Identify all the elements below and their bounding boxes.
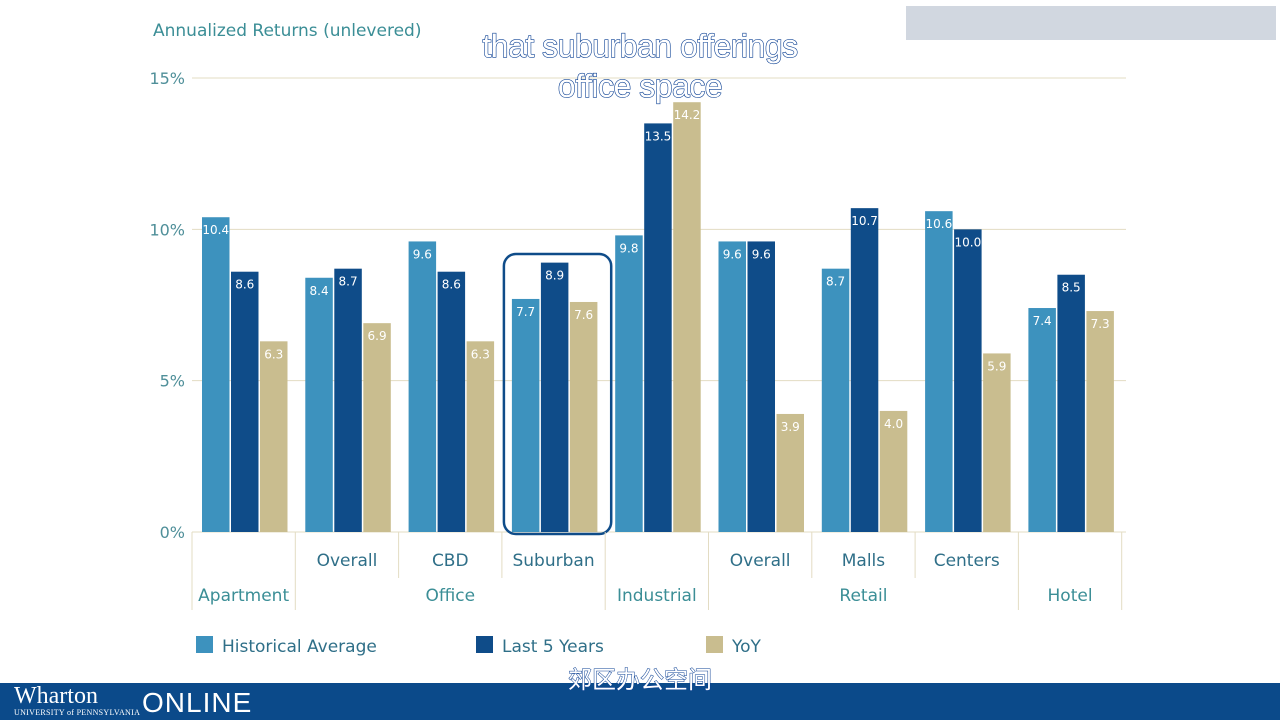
data-label: 3.9 xyxy=(781,420,800,434)
legend-label: Last 5 Years xyxy=(502,637,604,657)
data-label: 8.6 xyxy=(442,278,461,292)
category-label: CBD xyxy=(432,551,469,571)
bar xyxy=(776,413,804,532)
legend-label: Historical Average xyxy=(222,637,377,657)
bar xyxy=(954,229,982,533)
data-label: 8.5 xyxy=(1062,281,1081,295)
highlight-box xyxy=(502,252,613,536)
bar xyxy=(925,211,953,532)
y-axis-ticks: 0% 5% 10% 15% xyxy=(149,69,185,542)
category-label: Overall xyxy=(730,551,791,571)
bar xyxy=(983,353,1011,532)
category-label: Suburban xyxy=(512,551,594,571)
bar xyxy=(408,241,437,532)
subtitle-chinese: 郊区办公空间 xyxy=(568,666,713,695)
y-tick-label: 15% xyxy=(149,69,185,88)
legend-swatch xyxy=(196,636,213,653)
bar xyxy=(202,217,230,532)
data-label: 6.3 xyxy=(471,347,490,361)
group-label: Industrial xyxy=(617,586,697,606)
data-label: 10.7 xyxy=(851,214,878,228)
data-label: 10.6 xyxy=(925,217,952,231)
data-label: 13.5 xyxy=(645,129,672,143)
bar xyxy=(511,298,540,532)
subtitle-line-2: office space xyxy=(557,67,723,104)
legend-swatch xyxy=(706,636,723,653)
y-tick-label: 10% xyxy=(149,220,185,239)
data-label: 10.4 xyxy=(202,223,229,237)
legend: Historical Average Last 5 Years YoY xyxy=(196,636,762,657)
bar xyxy=(673,102,701,533)
data-label: 8.9 xyxy=(545,269,564,283)
bar xyxy=(879,410,908,532)
footer-bar: Wharton UNIVERSITY of PENNSYLVANIA ONLIN… xyxy=(0,683,1280,720)
bar xyxy=(1028,308,1056,532)
bar xyxy=(437,271,466,532)
data-label: 8.7 xyxy=(826,275,845,289)
legend-label: YoY xyxy=(731,637,762,657)
watermark-overlay xyxy=(906,6,1276,40)
group-label: Apartment xyxy=(198,586,289,606)
data-label: 6.9 xyxy=(368,329,387,343)
category-label: Centers xyxy=(934,551,1000,571)
data-label: 9.6 xyxy=(413,247,432,261)
bar-chart: Annualized Returns (unlevered) 0% 5% 10% 15… xyxy=(149,21,1126,657)
group-label: Office xyxy=(425,586,475,606)
data-label: 7.7 xyxy=(516,305,535,319)
y-tick-label: 0% xyxy=(160,523,185,542)
data-label: 14.2 xyxy=(674,108,701,122)
bar xyxy=(260,341,288,532)
chart-title: Annualized Returns (unlevered) xyxy=(153,21,421,41)
bars xyxy=(202,102,1114,536)
bar xyxy=(850,208,879,532)
bar xyxy=(540,262,569,532)
data-label: 7.6 xyxy=(574,308,593,322)
bar xyxy=(644,123,672,533)
bar xyxy=(334,268,362,532)
bar xyxy=(747,241,775,532)
bar xyxy=(1086,311,1114,532)
bar xyxy=(718,241,746,532)
group-label: Hotel xyxy=(1048,586,1093,606)
wharton-logo: Wharton xyxy=(14,683,98,709)
data-label: 9.6 xyxy=(723,247,742,261)
bar xyxy=(305,277,333,532)
category-label: Malls xyxy=(842,551,886,571)
x-axis-categories: Apartment Office Industrial Retail Hotel Over… xyxy=(191,532,1123,610)
online-wordmark: ONLINE xyxy=(142,687,253,718)
data-label: 7.3 xyxy=(1091,317,1110,331)
data-label: 6.3 xyxy=(264,347,283,361)
bar xyxy=(821,268,850,532)
subtitle-line-1: that suburban offerings xyxy=(482,27,799,64)
data-label: 9.8 xyxy=(619,241,638,255)
bar xyxy=(569,301,598,532)
y-tick-label: 5% xyxy=(160,372,185,391)
bar xyxy=(363,323,391,532)
bar xyxy=(231,271,259,532)
data-labels: 10.4 8.6 6.3 8.4 8.7 6.9 9.6 8.6 6.3 7.7 8.9 7.6 9.8… xyxy=(202,108,1109,434)
data-label: 8.7 xyxy=(339,275,358,289)
data-label: 10.0 xyxy=(954,235,981,249)
data-label: 8.4 xyxy=(310,284,329,298)
bar xyxy=(615,235,643,533)
data-label: 9.6 xyxy=(752,247,771,261)
bar xyxy=(466,341,495,532)
bar xyxy=(1057,274,1085,532)
data-label: 7.4 xyxy=(1033,314,1052,328)
data-label: 5.9 xyxy=(987,359,1006,373)
group-label: Retail xyxy=(839,586,887,606)
wharton-logo-subtitle: UNIVERSITY of PENNSYLVANIA xyxy=(14,708,141,717)
category-label: Overall xyxy=(317,551,378,571)
data-label: 8.6 xyxy=(235,278,254,292)
legend-swatch xyxy=(476,636,493,653)
data-label: 4.0 xyxy=(884,417,903,431)
